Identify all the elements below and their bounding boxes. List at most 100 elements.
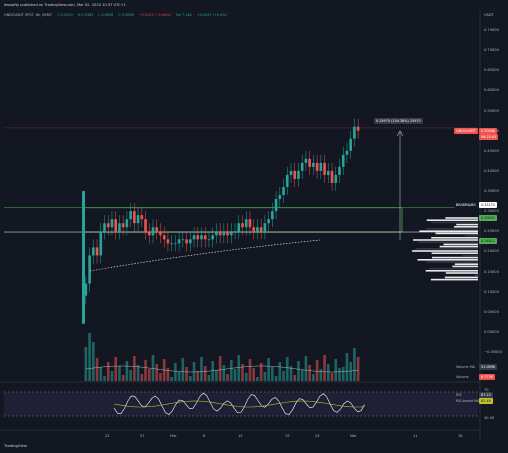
volume-profile-bar — [415, 248, 478, 250]
candle-body — [285, 174, 289, 187]
volume-bar — [237, 355, 241, 381]
candle-body — [133, 211, 136, 224]
volume-bar — [252, 368, 256, 381]
candle-body — [259, 227, 263, 232]
volume-bar — [312, 374, 315, 381]
volume-bar — [282, 371, 285, 381]
time-tick: 27 — [140, 434, 145, 438]
volume-profile-bar — [425, 270, 478, 272]
volume-profile-bar — [445, 217, 478, 219]
candle-body — [218, 231, 222, 236]
candle-body — [103, 223, 106, 232]
volume-profile-bar — [445, 272, 478, 274]
price-tick: 0.40000 — [484, 168, 499, 173]
volume-bar — [323, 355, 326, 381]
candle-body — [323, 162, 326, 175]
candle-body — [162, 235, 166, 240]
volume-profile-bar — [413, 239, 478, 241]
candle-body — [315, 162, 319, 171]
candle-body — [267, 219, 270, 224]
volume-bar — [218, 356, 222, 381]
volume-bar — [203, 366, 207, 381]
volume-bar — [297, 361, 300, 381]
price-tick: 0.70000 — [484, 48, 499, 53]
candle-body — [297, 170, 300, 179]
rsi-tick-40: 40.00 — [484, 416, 495, 420]
rsi-tick-70: 70 — [484, 388, 489, 392]
volume-bar — [215, 370, 218, 381]
candle-body — [289, 170, 293, 175]
candle-body — [151, 227, 155, 236]
volume-bar — [353, 348, 356, 381]
candle-body — [166, 239, 170, 244]
price-tick: 0.35000 — [484, 189, 499, 194]
candle-body — [241, 223, 244, 228]
volume-bar — [349, 362, 352, 381]
price-axis-currency: USDT — [484, 13, 494, 17]
volume-bar — [84, 347, 88, 381]
volume-bar — [319, 369, 323, 381]
volume-bar — [267, 358, 270, 381]
volume-bar — [263, 372, 267, 381]
level-tag-lower: 0.24811 — [479, 238, 498, 244]
volume-profile-bar — [412, 250, 478, 252]
volume-profile-bar — [456, 223, 478, 226]
volume-bar — [174, 363, 177, 381]
volume-bar — [159, 373, 162, 381]
volume-bar — [188, 376, 192, 381]
symbol-name[interactable]: ONDOUSDT SPOT, 8h, BYBIT — [4, 13, 53, 17]
volume-bar — [103, 376, 106, 381]
candle-body — [330, 170, 334, 183]
candle-body — [88, 255, 91, 284]
rsi-ma-label: RSI-based MA — [456, 399, 480, 403]
volume-bar — [144, 360, 147, 381]
candle-body — [192, 235, 196, 240]
volume-bar — [118, 366, 121, 381]
volume-bar — [129, 370, 132, 381]
candle-body — [271, 211, 274, 220]
volume-bar — [95, 358, 99, 381]
volume-ma-label: Volume MA — [456, 365, 475, 369]
countdown-tag: 06:25:43 — [479, 134, 499, 140]
time-tick: 24 — [315, 434, 320, 438]
price-tick: −0.05000 — [484, 350, 502, 354]
candle-body — [92, 247, 95, 256]
candle-body — [237, 223, 241, 232]
candle-body — [177, 239, 181, 244]
candle-body — [95, 247, 99, 256]
candle-body — [222, 231, 226, 236]
volume-profile-bar — [454, 263, 478, 265]
volume-profile-bar — [431, 221, 478, 224]
trend-line — [89, 239, 321, 272]
candle-body — [274, 199, 278, 212]
volume-bar — [278, 362, 282, 381]
candle-body — [326, 170, 330, 175]
candle-body — [248, 219, 252, 228]
time-tick: 22 — [105, 434, 110, 438]
volume-bar — [345, 353, 349, 381]
candle-body — [215, 231, 218, 236]
candle-body — [300, 162, 304, 171]
candle-body — [147, 231, 151, 236]
candle-body — [84, 283, 88, 296]
volume-bar — [226, 374, 229, 381]
volume-bar — [177, 372, 181, 381]
volume-bar — [136, 365, 140, 381]
candle-body — [293, 170, 297, 179]
price-tick: 0.55000 — [484, 108, 499, 113]
candle-body — [121, 223, 125, 228]
symbol-info: ONDOUSDT SPOT, 8h, BYBIT O 0.5003 H 0.53… — [4, 11, 231, 19]
price-tick: 0.10000 — [484, 289, 499, 294]
rsi-ma-value: 62.48 — [479, 398, 493, 404]
volume-bar — [334, 359, 338, 381]
candle-body — [118, 223, 121, 232]
time-tick: 18 — [458, 434, 463, 438]
time-tick: 6 — [203, 434, 206, 438]
volume-bar — [222, 365, 226, 381]
time-tick: 11 — [413, 434, 418, 438]
time-tick: Mar — [350, 434, 357, 438]
ohlc-change: −0.0127 (−2.44%) — [138, 13, 171, 17]
price-tick: 0.25000 — [484, 229, 499, 234]
candle-body — [226, 231, 229, 236]
